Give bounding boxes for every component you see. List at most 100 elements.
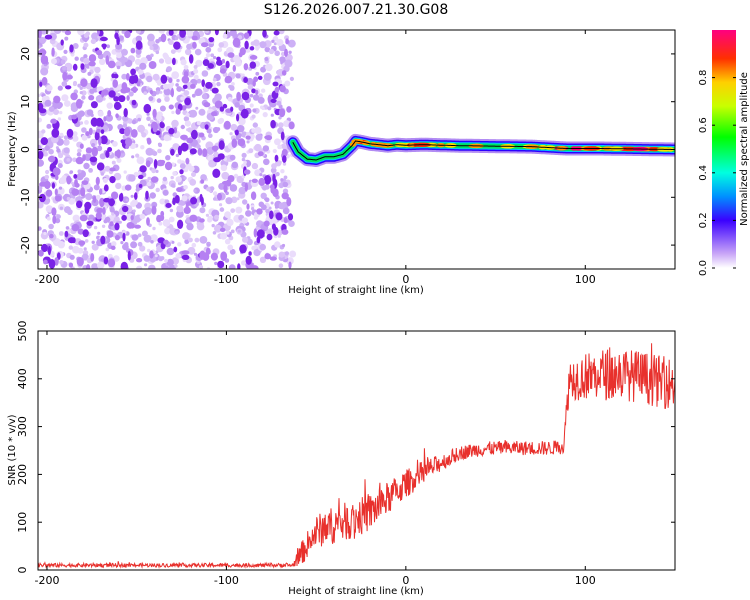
noise-speck <box>112 141 118 147</box>
noise-speck <box>194 48 202 56</box>
noise-speck <box>196 78 202 84</box>
noise-speck <box>148 264 156 269</box>
noise-speck <box>104 165 111 172</box>
noise-blob <box>121 214 127 221</box>
noise-speck <box>150 53 154 58</box>
noise-speck <box>241 157 246 162</box>
noise-speck <box>263 158 270 166</box>
noise-speck <box>186 43 193 50</box>
noise-blob <box>224 75 233 84</box>
y-tick-label: 200 <box>16 464 29 485</box>
noise-speck <box>171 71 180 79</box>
noise-speck <box>128 91 134 97</box>
noise-blob <box>124 184 132 191</box>
noise-blob <box>78 240 86 246</box>
noise-speck <box>159 105 166 112</box>
noise-blob <box>159 159 166 165</box>
noise-speck <box>252 108 257 113</box>
noise-blob <box>160 74 168 84</box>
noise-blob <box>216 56 221 62</box>
noise-speck <box>147 123 151 127</box>
noise-blob <box>145 160 151 168</box>
noise-speck <box>170 49 176 54</box>
noise-blob <box>281 70 287 76</box>
noise-blob <box>240 108 249 119</box>
noise-blob <box>223 120 231 130</box>
noise-blob <box>105 55 110 65</box>
noise-speck <box>234 102 240 108</box>
noise-blob <box>145 190 149 200</box>
noise-speck <box>229 132 233 136</box>
noise-speck <box>270 167 277 174</box>
noise-speck <box>249 103 254 108</box>
noise-blob <box>116 36 120 46</box>
noise-speck <box>97 261 105 269</box>
noise-speck <box>259 256 267 263</box>
noise-blob <box>52 167 61 176</box>
noise-speck <box>185 112 190 117</box>
noise-blob <box>227 175 235 183</box>
noise-blob <box>90 78 98 88</box>
noise-blob <box>190 83 196 89</box>
noise-blob <box>114 222 120 231</box>
noise-blob <box>89 156 98 163</box>
noise-blob <box>60 39 64 46</box>
noise-speck <box>111 241 117 247</box>
noise-speck <box>265 63 273 72</box>
y-tick-label: 400 <box>16 368 29 389</box>
noise-blob <box>214 100 223 109</box>
noise-speck <box>187 246 196 255</box>
noise-blob <box>205 247 211 255</box>
noise-speck <box>241 217 248 224</box>
noise-blob <box>108 90 116 98</box>
noise-speck <box>39 37 47 44</box>
noise-speck <box>59 132 64 137</box>
noise-speck <box>113 172 122 181</box>
noise-speck <box>94 66 101 74</box>
noise-blob <box>286 197 292 207</box>
noise-speck <box>159 90 163 94</box>
noise-speck <box>56 187 65 195</box>
noise-blob <box>197 147 203 156</box>
noise-speck <box>183 176 187 180</box>
noise-speck <box>106 44 110 49</box>
noise-blob <box>175 108 181 115</box>
noise-speck <box>189 109 198 118</box>
noise-speck <box>259 243 267 251</box>
noise-blob <box>160 33 167 43</box>
noise-blob <box>271 223 276 231</box>
noise-blob <box>99 120 104 128</box>
noise-blob <box>84 201 92 210</box>
noise-speck <box>85 193 93 201</box>
noise-speck <box>252 94 260 101</box>
noise-blob <box>113 96 120 102</box>
noise-blob <box>94 132 100 141</box>
signal-track <box>285 133 675 167</box>
noise-speck <box>131 119 137 125</box>
noise-speck <box>208 133 213 138</box>
y-tick-label: 10 <box>19 95 32 109</box>
noise-speck <box>224 211 232 219</box>
noise-speck <box>231 161 239 169</box>
noise-blob <box>203 102 211 108</box>
noise-speck <box>121 73 128 80</box>
noise-speck <box>143 255 151 262</box>
noise-blob <box>47 245 52 256</box>
noise-speck <box>242 236 249 243</box>
noise-speck <box>63 147 70 154</box>
noise-speck <box>156 114 162 121</box>
noise-speck <box>193 74 199 80</box>
noise-blob <box>278 108 286 118</box>
noise-speck <box>57 163 63 169</box>
noise-speck <box>146 75 153 83</box>
noise-speck <box>135 35 142 42</box>
noise-blob <box>241 91 250 101</box>
noise-speck <box>148 96 154 102</box>
noise-blob <box>90 253 95 262</box>
noise-speck <box>146 112 150 116</box>
noise-blob <box>80 78 88 87</box>
noise-blob <box>202 148 208 158</box>
noise-blob <box>138 174 144 180</box>
noise-blob <box>92 196 97 203</box>
noise-speck <box>69 254 75 260</box>
